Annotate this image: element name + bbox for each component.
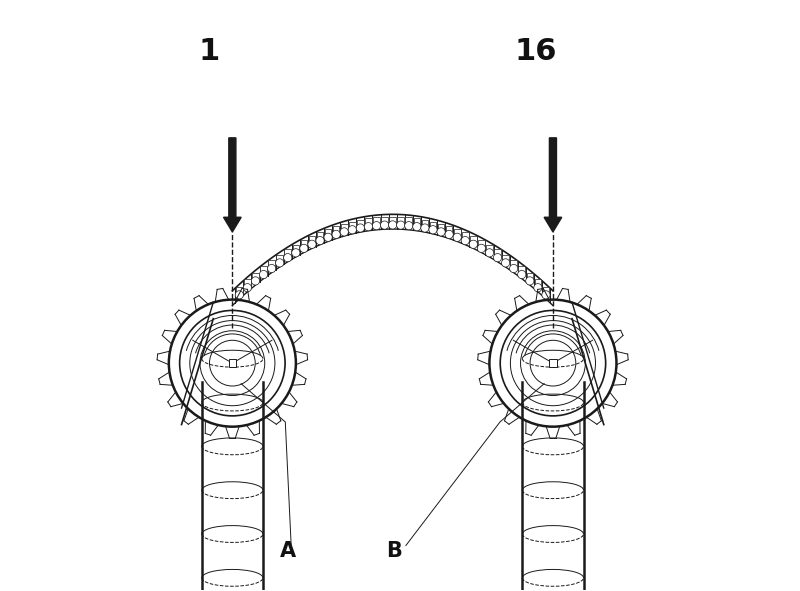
Bar: [390, 217, 396, 225]
Text: 16: 16: [514, 37, 557, 66]
Bar: [374, 217, 380, 225]
Circle shape: [421, 224, 429, 232]
Circle shape: [284, 254, 292, 262]
Circle shape: [526, 277, 534, 285]
Circle shape: [437, 228, 445, 236]
Circle shape: [478, 244, 486, 252]
Bar: [534, 280, 542, 287]
Circle shape: [381, 221, 389, 229]
Circle shape: [332, 230, 340, 239]
Bar: [422, 220, 428, 228]
Circle shape: [461, 236, 470, 245]
Bar: [309, 236, 315, 243]
Circle shape: [534, 284, 542, 292]
Bar: [502, 255, 509, 262]
Bar: [382, 217, 388, 225]
Bar: [462, 232, 469, 240]
Bar: [446, 226, 453, 234]
Bar: [341, 223, 347, 231]
Bar: [365, 219, 372, 226]
Bar: [293, 245, 299, 252]
Circle shape: [251, 277, 259, 285]
Bar: [510, 260, 517, 268]
Bar: [414, 219, 420, 226]
Circle shape: [494, 254, 502, 262]
Bar: [229, 359, 236, 367]
Bar: [357, 220, 364, 228]
Bar: [549, 359, 557, 367]
Circle shape: [275, 259, 284, 267]
FancyArrow shape: [544, 138, 562, 232]
Circle shape: [542, 291, 550, 299]
FancyArrow shape: [223, 138, 241, 232]
Bar: [542, 287, 550, 294]
Circle shape: [502, 259, 510, 267]
Bar: [301, 240, 307, 248]
Bar: [325, 229, 331, 237]
Circle shape: [348, 226, 357, 234]
Text: A: A: [280, 541, 296, 561]
Circle shape: [470, 240, 478, 248]
Circle shape: [356, 224, 365, 232]
Bar: [518, 267, 525, 274]
Bar: [398, 217, 404, 225]
Circle shape: [243, 284, 251, 292]
Circle shape: [518, 271, 526, 278]
Circle shape: [397, 221, 405, 229]
Circle shape: [316, 236, 324, 245]
Text: B: B: [386, 541, 402, 561]
Bar: [260, 267, 267, 274]
Bar: [494, 249, 501, 257]
Circle shape: [429, 226, 437, 234]
Circle shape: [267, 264, 276, 272]
Circle shape: [308, 240, 316, 248]
Bar: [486, 245, 493, 252]
Circle shape: [292, 249, 300, 257]
Bar: [244, 280, 250, 287]
Text: 1: 1: [198, 37, 219, 66]
Circle shape: [389, 221, 397, 229]
Bar: [438, 223, 444, 231]
Circle shape: [453, 233, 462, 242]
Circle shape: [372, 222, 381, 230]
Bar: [470, 236, 477, 243]
Circle shape: [486, 249, 494, 257]
Bar: [317, 232, 323, 240]
Circle shape: [300, 244, 308, 252]
Circle shape: [364, 223, 373, 230]
Bar: [252, 272, 258, 280]
Circle shape: [445, 230, 454, 239]
Bar: [268, 260, 275, 268]
Bar: [285, 249, 291, 257]
Bar: [276, 255, 283, 262]
Circle shape: [510, 264, 518, 272]
Bar: [406, 217, 412, 225]
Bar: [478, 240, 485, 248]
Circle shape: [405, 222, 413, 230]
Circle shape: [235, 291, 243, 299]
Circle shape: [340, 228, 348, 236]
Bar: [454, 229, 461, 237]
Bar: [430, 222, 436, 229]
Bar: [333, 226, 339, 234]
Bar: [526, 272, 533, 280]
Circle shape: [259, 271, 268, 278]
Bar: [349, 222, 356, 229]
Circle shape: [413, 223, 421, 230]
Bar: [236, 287, 242, 294]
Circle shape: [324, 233, 332, 242]
